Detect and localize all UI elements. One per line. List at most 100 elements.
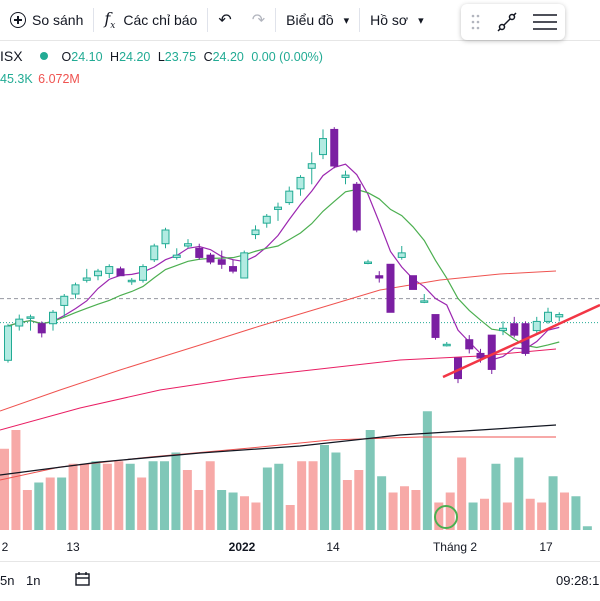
volume-bar [160,461,169,530]
volume-bar [11,430,21,530]
volume-bar [422,411,432,530]
function-icon: fx [104,9,115,31]
candle-body [49,311,57,325]
low-value: 23.75 [164,50,197,64]
volume-bar [377,476,387,530]
volume-bar [205,461,215,530]
candle-body [217,259,226,265]
candle-body [240,252,249,279]
trend-line-tool-icon[interactable] [497,12,517,32]
change-value: 0.00 (0.00%) [251,50,323,64]
volume-value: 6.072M [38,72,80,86]
volume-bar [240,496,249,530]
indicators-button[interactable]: fx Các chỉ báo [94,0,207,40]
volume-bar [491,463,501,530]
candle-body [60,295,69,306]
chart-type-dropdown[interactable]: Biểu đồ ▾ [276,0,359,40]
range-5n-button[interactable]: 5n [0,573,15,588]
toolbar-divider [93,8,95,32]
candle-body [341,174,350,178]
volume-bar [68,463,78,530]
range-1n-button[interactable]: 1n [26,573,41,588]
volume-bar [285,505,295,530]
candle-body [195,247,204,258]
candle-body [82,277,91,281]
moving-averages [0,163,560,431]
high-value: 24.20 [119,50,151,64]
candle-body [94,270,102,277]
volume-bar [331,452,341,530]
candle-body [555,314,564,318]
redo-icon: ↷ [251,12,266,29]
profile-label: Hồ sơ [370,12,409,28]
candle-body [229,266,237,272]
volume-bar [514,457,524,530]
volume-bar [445,492,455,530]
compare-button[interactable]: So sánh [0,0,93,40]
ma-very-long-line [0,348,557,431]
settings-lines-icon[interactable] [533,14,557,30]
candle-body [150,245,159,261]
time-axis: 2 13 2022 14 Tháng 2 17 [2,540,553,554]
volume-bar [125,463,135,530]
volume-bar [571,496,581,530]
chevron-down-icon: ▾ [343,14,350,27]
redo-button[interactable]: ↷ [242,0,275,40]
price-chart[interactable]: 2 13 2022 14 Tháng 2 17 [0,90,600,560]
volume-highlight-marker [434,505,458,529]
candle-body [420,300,429,303]
candle-body [26,316,35,319]
volume-bar [365,430,375,530]
candle-body [352,183,361,231]
volume-ma-black [0,424,557,476]
candle-body [364,261,372,264]
profile-dropdown[interactable]: Hồ sơ ▾ [360,0,434,40]
volume-bar [148,461,158,530]
candle-body [285,190,294,204]
bottom-bar: 5n 1n 09:28:1 [0,561,600,601]
drawing-toolbox [461,4,565,40]
volume-bar [80,463,89,530]
add-circle-icon [10,12,26,28]
volume-bar [194,490,204,530]
volume-ma-line [0,424,557,481]
candle-body [442,343,451,347]
candle-body [532,320,541,332]
toolbar-divider [207,8,209,32]
volume-bars [0,411,592,530]
volume-bar [434,502,444,530]
volume-ma-value: 45.3K [0,72,33,86]
time-axis-label: 2022 [229,540,256,554]
ma-mid-line [7,188,560,349]
date-range-icon[interactable] [74,570,92,591]
time-axis-label: 13 [66,540,80,554]
candle-body [37,323,46,334]
volume-bar [457,457,467,530]
candle-body [465,339,474,350]
volume-bar [411,490,421,530]
fx-symbol: f [104,8,111,28]
ma-short-line [7,163,560,361]
candle-body [274,206,282,210]
volume-bar [45,477,55,530]
volume-bar [342,480,352,530]
undo-button[interactable]: ↶ [208,0,241,40]
candle-body [544,311,552,322]
volume-bar [525,498,535,530]
volume-bar [537,502,547,530]
volume-bar [102,463,112,530]
symbol-name[interactable]: ISX [0,48,23,64]
volume-bar [297,461,307,530]
high-label: H [110,50,120,64]
volume-bar [262,467,272,530]
candle-body [105,266,114,274]
drag-handle-icon[interactable] [471,14,480,30]
low-label: L [157,50,165,64]
close-value: 24.20 [212,50,244,64]
time-axis-label: 2 [2,540,9,554]
candle-body [397,252,406,258]
candle-body [116,268,125,277]
price-lines [0,298,600,324]
volume-bar [171,452,181,530]
volume-bar [582,526,592,530]
